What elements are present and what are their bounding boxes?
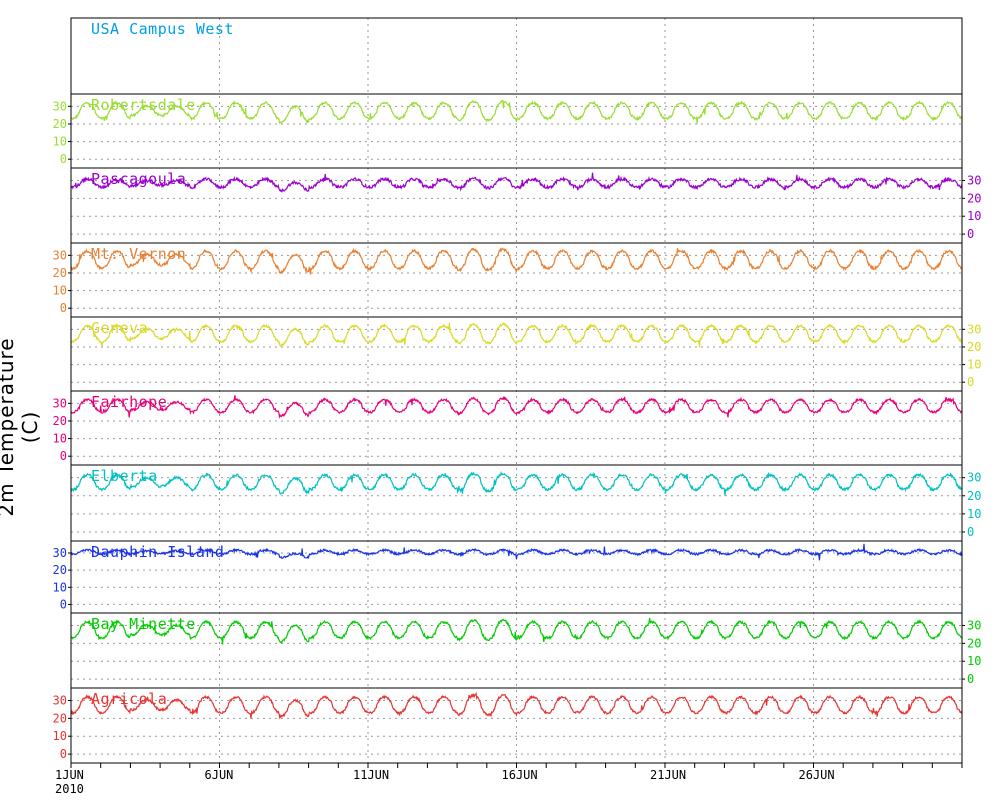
y-tick-label: 20	[53, 563, 67, 577]
y-tick-label: 20	[53, 414, 67, 428]
y-tick-label: 10	[967, 358, 981, 372]
panel-label: Mt. Vernon	[91, 245, 186, 263]
panel-label: Agricola	[91, 690, 167, 708]
y-tick-label: 20	[53, 117, 67, 131]
panel-mt-vernon: 0 10 20 30 Mt. Vernon	[53, 242, 963, 318]
x-tick-label: 11JUN	[353, 768, 389, 782]
y-tick-label: 20	[967, 489, 981, 503]
panel-dauphin-island: 0 10 20 30 Dauphin Island	[53, 540, 963, 614]
y-tick-label: 0	[60, 301, 67, 315]
panel-robertsdale: 0 10 20 30 Robertsdale	[53, 93, 963, 169]
y-tick-label: 10	[53, 432, 67, 446]
y-tick-label: 30	[967, 619, 981, 633]
x-tick-label: 16JUN	[502, 768, 538, 782]
series-line	[70, 617, 963, 645]
y-tick-label: 10	[967, 209, 981, 223]
y-tick-label: 0	[60, 152, 67, 166]
series-line	[70, 395, 963, 419]
y-tick-label: 0	[60, 449, 67, 463]
panel-label: Geneva	[91, 319, 148, 337]
x-year-label: 2010	[55, 782, 84, 796]
x-tick-label: 6JUN	[205, 768, 234, 782]
x-tick-label: 21JUN	[650, 768, 686, 782]
y-tick-label: 0	[967, 227, 974, 241]
y-tick-label: 10	[53, 580, 67, 594]
panel-label: Robertsdale	[91, 96, 196, 114]
series-line	[70, 691, 963, 720]
y-tick-label: 20	[53, 266, 67, 280]
panel-label: Dauphin Island	[91, 543, 224, 561]
y-tick-label: 0	[60, 597, 67, 611]
panel-label: Bay Minette	[91, 615, 196, 633]
series-line	[70, 470, 963, 496]
panel-bay-minette: 0 10 20 30 Bay Minette	[70, 612, 981, 689]
series-line	[70, 99, 963, 125]
y-tick-label: 0	[967, 672, 974, 686]
panel-frame	[70, 242, 963, 318]
panel-geneva: 0 10 20 30 Geneva	[70, 316, 981, 392]
x-tick-label: 1JUN	[55, 768, 84, 782]
panel-fairhope: 0 10 20 30 Fairhope	[53, 390, 963, 466]
y-tick-label: 0	[60, 747, 67, 761]
y-tick-label: 30	[967, 322, 981, 336]
x-tick-label: 26JUN	[799, 768, 835, 782]
y-tick-label: 10	[53, 284, 67, 298]
y-tick-label: 20	[967, 636, 981, 650]
y-tick-label: 10	[967, 507, 981, 521]
y-tick-label: 30	[53, 396, 67, 410]
series-line	[70, 172, 963, 193]
series-line	[70, 543, 963, 561]
y-tick-label: 10	[53, 729, 67, 743]
panel-pascagoula: 0 10 20 30 Pascagoula	[70, 167, 981, 244]
y-tick-label: 20	[53, 711, 67, 725]
y-tick-label: 30	[53, 248, 67, 262]
y-tick-label: 30	[967, 174, 981, 188]
y-tick-label: 10	[53, 135, 67, 149]
panel-elberta: 0 10 20 30 Elberta	[70, 464, 981, 542]
y-tick-label: 30	[53, 546, 67, 560]
series-line	[70, 247, 963, 275]
y-tick-label: 30	[53, 99, 67, 113]
panel-label: USA Campus West	[91, 20, 234, 38]
y-tick-label: 30	[53, 694, 67, 708]
panel-label: Fairhope	[91, 393, 167, 411]
y-tick-label: 0	[967, 375, 974, 389]
series-line	[70, 322, 963, 348]
y-tick-label: 30	[967, 471, 981, 485]
panel-agricola: 0 10 20 30 Agricola	[53, 687, 963, 764]
panel-label: Elberta	[91, 467, 158, 485]
y-tick-label: 20	[967, 340, 981, 354]
y-tick-label: 0	[967, 525, 974, 539]
y-tick-label: 20	[967, 191, 981, 205]
panel-label: Pascagoula	[91, 170, 186, 188]
y-tick-label: 10	[967, 654, 981, 668]
